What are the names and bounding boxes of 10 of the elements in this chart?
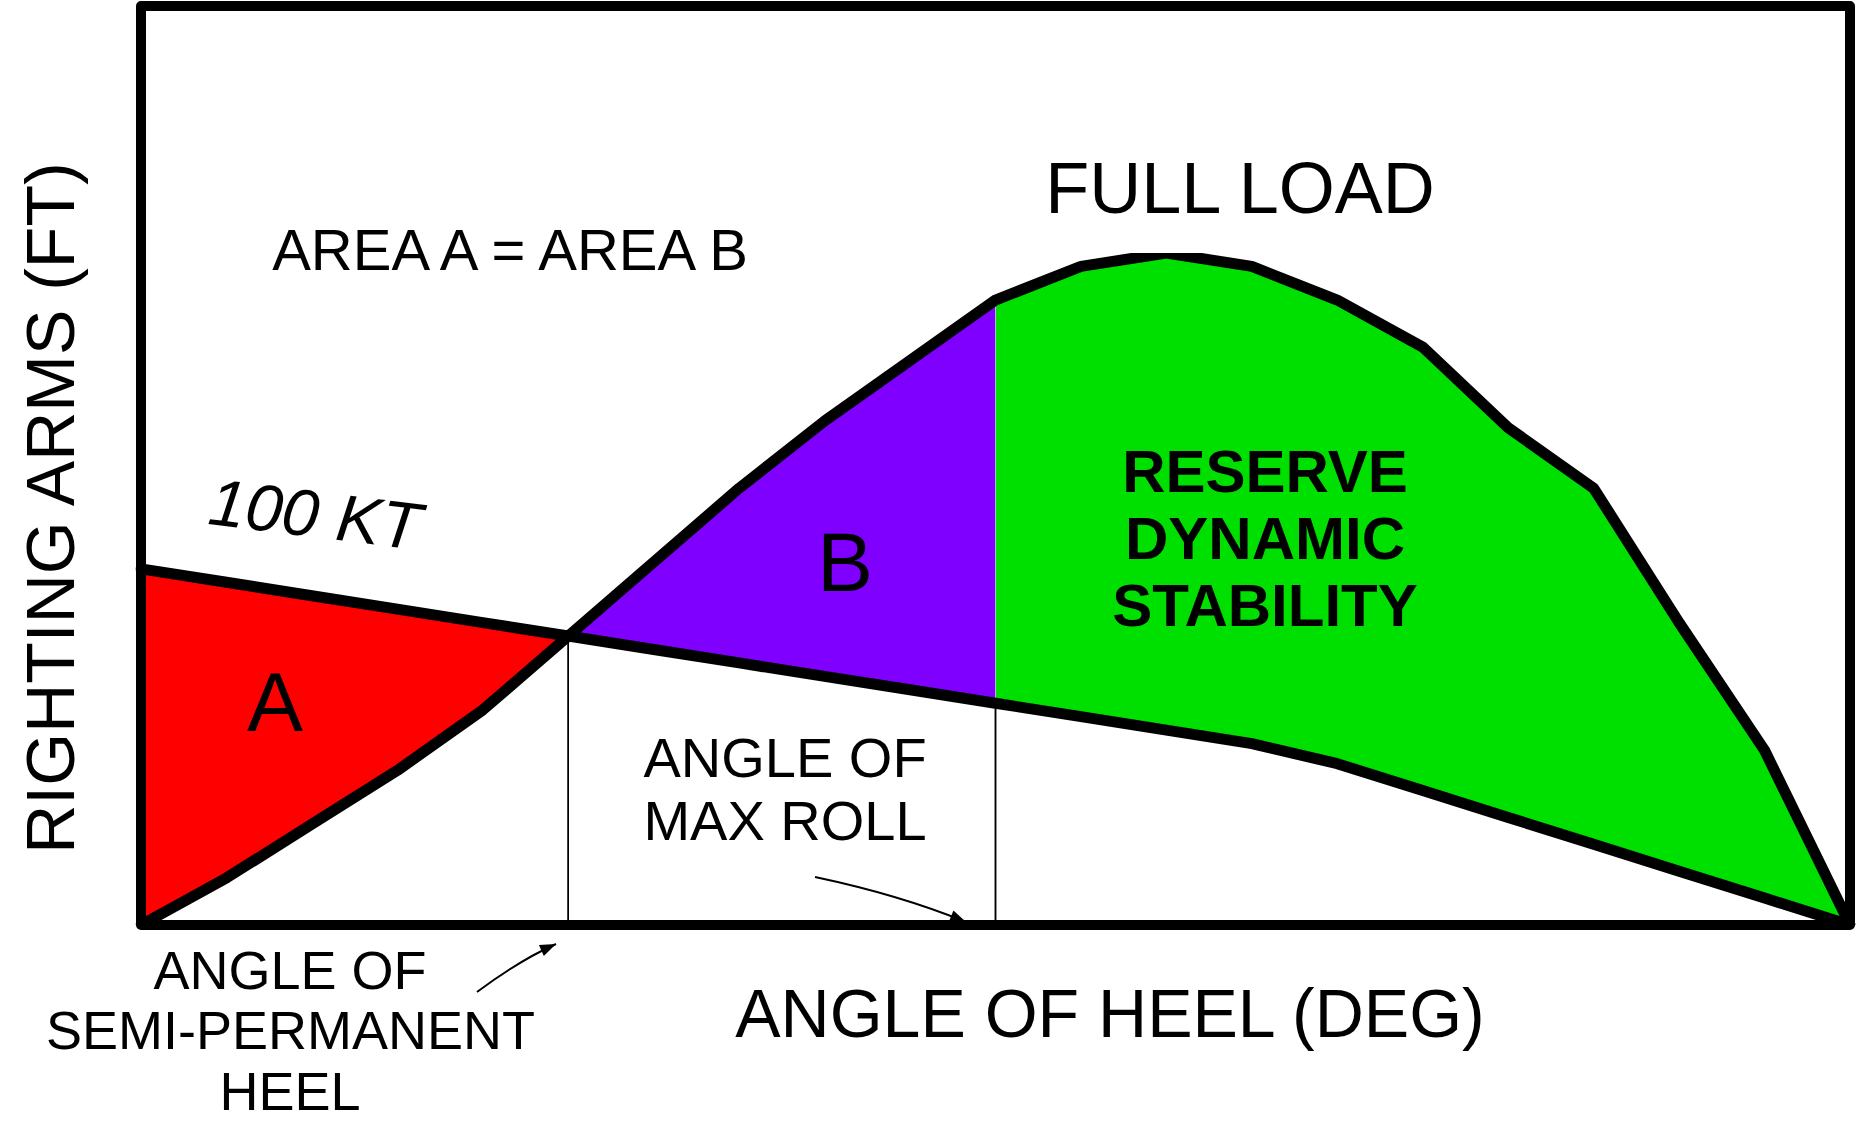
annotation: A bbox=[246, 655, 304, 749]
x-axis-title: ANGLE OF HEEL (DEG) bbox=[735, 975, 1485, 1051]
series-label: FULL LOAD bbox=[1045, 148, 1435, 228]
annotation: RESERVE DYNAMIC STABILITY bbox=[1112, 438, 1418, 640]
text: 100 KT bbox=[204, 464, 426, 564]
text: ANGLE OF MAX ROLL bbox=[643, 726, 927, 852]
annotation: B bbox=[816, 515, 874, 609]
text: ANGLE OF SEMI-PERMANENT HEEL bbox=[45, 940, 535, 1121]
annotation: AREA A = AREA B bbox=[272, 217, 748, 282]
y-axis-title: RIGHTING ARMS (FT) bbox=[11, 162, 88, 854]
